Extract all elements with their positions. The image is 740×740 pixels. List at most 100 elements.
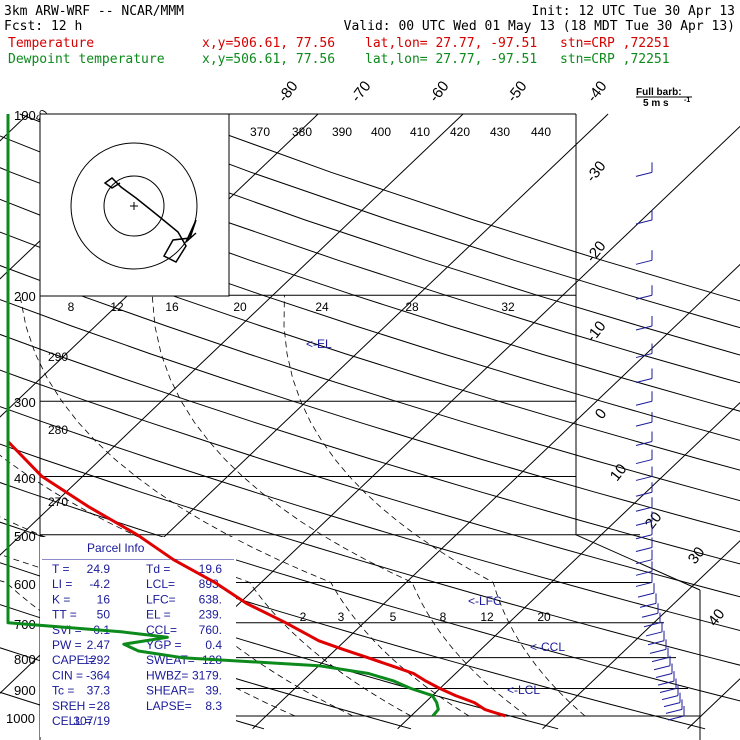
p-label-1000: 1000 xyxy=(6,711,35,726)
theta-label: 390 xyxy=(332,125,352,139)
wind-barb-flag xyxy=(649,648,667,654)
mix-label: 8 xyxy=(68,300,75,314)
theta-label-left: 280 xyxy=(48,423,68,437)
mix-label: 32 xyxy=(501,300,515,314)
parcel-field: EL = xyxy=(146,608,171,622)
dry-adiabat xyxy=(0,443,740,666)
isotherm-label: 10 xyxy=(607,461,631,485)
barb-legend-unit: 5 m s xyxy=(643,98,669,109)
hodograph-trace xyxy=(103,177,197,263)
parcel-field: CELL = xyxy=(52,714,92,728)
parcel-field: CIN = xyxy=(52,668,83,682)
hodograph-ring xyxy=(70,142,198,270)
lcl-marker: <-LCL xyxy=(507,683,540,697)
dry-adiabat xyxy=(0,167,740,412)
mix-label: 12 xyxy=(110,300,124,314)
parcel-field: SHEAR= xyxy=(146,684,194,698)
isotherm-label: 20 xyxy=(642,509,666,533)
p-label-900: 900 xyxy=(14,683,36,698)
theta-label: 430 xyxy=(490,125,510,139)
p-label-200: 200 xyxy=(14,289,36,304)
wind-barb-flag xyxy=(643,622,661,628)
dry-adiabat xyxy=(0,198,740,441)
dry-adiabat xyxy=(0,299,740,533)
parcel-field: 16 xyxy=(97,592,111,606)
isotherm-line xyxy=(0,113,464,556)
wind-barb-flag xyxy=(635,520,653,526)
forecast-hour: Fcst: 12 h xyxy=(4,19,82,34)
wind-barb-flag xyxy=(635,441,653,447)
wind-barb-flag xyxy=(651,657,669,663)
temperature-legend: Temperature xyxy=(8,36,94,51)
theta-labels: 370 380 390 400 410 420 430 440 290 280 … xyxy=(48,125,551,509)
parcel-info-box: Parcel Info T = 24.9 Td = 19.6 LI = -4.2 LCL= 8… xyxy=(40,537,236,737)
mix-label: 5 xyxy=(390,610,397,624)
wind-barb-flag xyxy=(653,665,671,671)
wind-barb-flag xyxy=(665,708,683,714)
isotherm-label: 30 xyxy=(685,544,709,568)
parcel-field: 1292 xyxy=(83,653,110,667)
wind-barb-flag xyxy=(635,353,653,359)
moist-adiabat xyxy=(19,295,470,717)
p-label-800: 800 xyxy=(14,652,36,667)
wind-barb-flag xyxy=(655,673,673,678)
isotherm-line xyxy=(542,540,740,730)
theta-label-left: 270 xyxy=(48,495,68,509)
parcel-field: 2.47 xyxy=(87,638,111,652)
mix-label: 20 xyxy=(537,610,551,624)
parcel-field: 28 xyxy=(97,699,111,713)
dewpoint-curve xyxy=(6,114,440,717)
isotherm-line xyxy=(397,401,740,730)
parcel-field: HWBZ= xyxy=(146,668,188,682)
lfc-marker: <-LFC xyxy=(468,594,502,608)
isotherm-label: -10 xyxy=(583,318,610,346)
parcel-field: CCL= xyxy=(146,623,177,637)
parcel-field: 39. xyxy=(205,684,222,698)
parcel-field: SVI = xyxy=(52,623,82,637)
wind-barbs xyxy=(635,162,685,721)
parcel-field: 8.3 xyxy=(205,699,222,713)
p-label-100: 100 xyxy=(14,108,36,123)
dry-adiabat xyxy=(0,333,740,565)
parcel-field: PW = xyxy=(52,638,82,652)
mix-label: 8 xyxy=(440,610,447,624)
dry-adiabat xyxy=(0,369,740,598)
wind-barb-flag xyxy=(635,547,653,553)
wind-barb-flag xyxy=(635,171,653,177)
dry-adiabat xyxy=(0,135,740,384)
wind-barb-flag xyxy=(635,570,653,576)
parcel-field: 239. xyxy=(199,608,222,622)
isotherm-label: -70 xyxy=(348,78,375,106)
mix-label: 3 xyxy=(338,610,345,624)
wind-barb-flag xyxy=(635,459,653,465)
xy-coord-dew: x,y=506.61, 77.56 xyxy=(202,52,335,67)
dewpoint-legend: Dewpoint temperature xyxy=(8,52,165,67)
parcel-field: Tc = xyxy=(52,684,74,698)
wind-barb-flag xyxy=(635,421,653,427)
isotherm-label: -50 xyxy=(504,78,531,106)
isotherm-line xyxy=(687,678,740,730)
barb-legend-title: Full barb: xyxy=(636,87,682,98)
moist-adiabat xyxy=(151,295,528,717)
dry-adiabat xyxy=(0,231,740,471)
isotherm-label: 40 xyxy=(705,606,729,630)
wind-barb-flag xyxy=(635,506,653,512)
parcel-divider xyxy=(42,559,234,560)
p-label-600: 600 xyxy=(14,577,36,592)
theta-label: 380 xyxy=(292,125,312,139)
parcel-title: Parcel Info xyxy=(87,541,145,555)
wind-barb-flag xyxy=(635,294,653,300)
theta-label: 400 xyxy=(371,125,391,139)
xy-coord-temp: x,y=506.61, 77.56 xyxy=(202,36,335,51)
wind-barb-flag xyxy=(645,631,663,637)
mix-label: 12 xyxy=(480,610,494,624)
wind-barb-flag xyxy=(635,325,653,331)
parcel-field: 3179. xyxy=(192,668,222,682)
barb-legend-sup: -1 xyxy=(684,97,690,104)
p-label-300: 300 xyxy=(14,395,36,410)
parcel-field: T = xyxy=(52,562,69,576)
parcel-field: 307/19 xyxy=(73,714,110,728)
parcel-field: LAPSE= xyxy=(146,699,192,713)
theta-label: 420 xyxy=(450,125,470,139)
